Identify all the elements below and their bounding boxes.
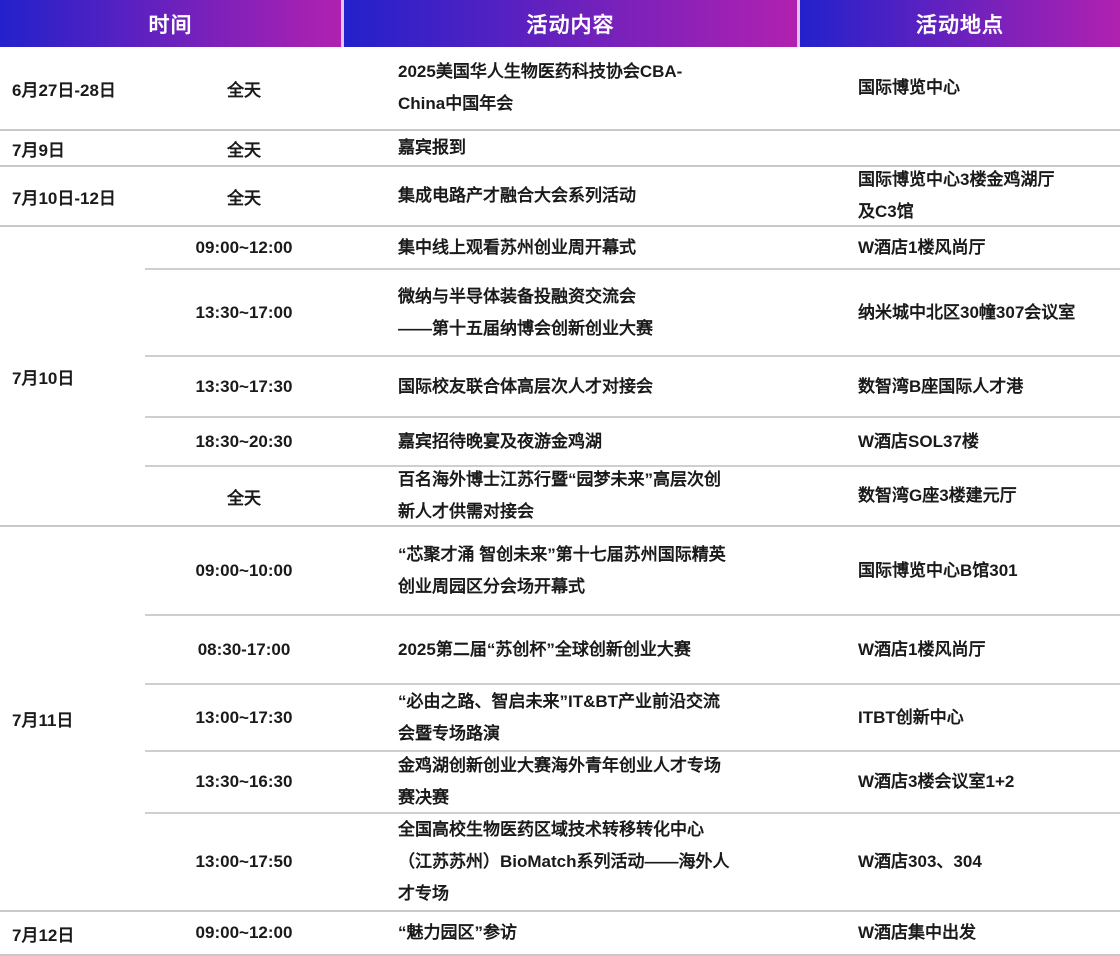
time-cell: 13:30~17:30 xyxy=(195,376,293,396)
group-divider xyxy=(0,525,1120,527)
schedule-group-jul10-12: 7月10日-12日 全天 集成电路产才融合大会系列活动 国际博览中心3楼金鸡湖厅… xyxy=(0,167,1120,225)
date-cell: 6月27日-28日 xyxy=(12,80,116,100)
location-cell: W酒店SOL37楼 xyxy=(858,431,979,451)
location-cell: 国际博览中心B馆301 xyxy=(858,560,1018,580)
header-col-time: 时间 xyxy=(0,0,341,47)
date-cell: 7月9日 xyxy=(12,140,65,160)
table-row: 09:00~10:00 “芯聚才涌 智创未来”第十七届苏州国际精英 创业周园区分… xyxy=(145,527,1120,614)
group-divider xyxy=(0,225,1120,227)
schedule-group-jul10: 7月10日 09:00~12:00 集中线上观看苏州创业周开幕式 W酒店1楼风尚… xyxy=(0,227,1120,525)
activity-cell: 嘉宾招待晚宴及夜游金鸡湖 xyxy=(398,431,602,451)
header-col-location: 活动地点 xyxy=(800,0,1120,47)
time-cell: 全天 xyxy=(227,188,261,208)
time-cell: 全天 xyxy=(227,140,261,160)
location-cell: W酒店1楼风尚厅 xyxy=(858,237,986,257)
activity-cell: 金鸡湖创新创业大赛海外青年创业人才专场 赛决赛 xyxy=(398,756,721,807)
location-cell: W酒店1楼风尚厅 xyxy=(858,639,986,659)
time-cell: 13:00~17:50 xyxy=(195,852,293,871)
location-cell: W酒店3楼会议室1+2 xyxy=(858,772,1015,791)
time-cell: 13:00~17:30 xyxy=(195,707,293,727)
date-cell: 7月11日 xyxy=(12,711,74,730)
table-row: 13:30~16:30 金鸡湖创新创业大赛海外青年创业人才专场 赛决赛 W酒店3… xyxy=(145,752,1120,812)
row-divider xyxy=(145,614,1120,616)
row-divider xyxy=(145,750,1120,752)
table-row: 全天 集成电路产才融合大会系列活动 国际博览中心3楼金鸡湖厅 及C3馆 xyxy=(145,167,1120,225)
activity-cell: “魅力园区”参访 xyxy=(398,923,517,942)
table-row: 18:30~20:30 嘉宾招待晚宴及夜游金鸡湖 W酒店SOL37楼 xyxy=(145,418,1120,465)
activity-cell: 微纳与半导体装备投融资交流会 ——第十五届纳博会创新创业大赛 xyxy=(398,286,653,338)
table-row: 13:00~17:30 “必由之路、智启未来”IT&BT产业前沿交流 会暨专场路… xyxy=(145,685,1120,750)
activity-cell: “芯聚才涌 智创未来”第十七届苏州国际精英 创业周园区分会场开幕式 xyxy=(398,544,726,596)
schedule-group-jul11: 7月11日 09:00~10:00 “芯聚才涌 智创未来”第十七届苏州国际精英 … xyxy=(0,527,1120,910)
row-divider xyxy=(145,812,1120,814)
time-cell: 18:30~20:30 xyxy=(195,431,293,451)
time-cell: 09:00~10:00 xyxy=(195,560,293,580)
activity-cell: 全国高校生物医药区域技术转移转化中心 （江苏苏州）BioMatch系列活动——海… xyxy=(398,820,730,903)
time-cell: 全天 xyxy=(227,488,261,508)
time-cell: 08:30-17:00 xyxy=(197,639,291,659)
schedule-group-jul9: 7月9日 全天 嘉宾报到 xyxy=(0,131,1120,165)
location-cell: W酒店303、304 xyxy=(858,852,982,871)
header-col-activity: 活动内容 xyxy=(344,0,797,47)
table-row: 全天 嘉宾报到 xyxy=(145,131,1120,165)
date-cell: 7月10日-12日 xyxy=(12,188,116,208)
group-divider xyxy=(0,910,1120,912)
table-row: 13:30~17:30 国际校友联合体高层次人才对接会 数智湾B座国际人才港 xyxy=(145,357,1120,416)
table-row: 09:00~12:00 “魅力园区”参访 W酒店集中出发 xyxy=(145,912,1120,954)
date-cell: 7月12日 xyxy=(12,925,75,945)
location-cell: 数智湾G座3楼建元厅 xyxy=(858,486,1017,505)
location-cell: 国际博览中心3楼金鸡湖厅 及C3馆 xyxy=(858,170,1055,221)
activity-cell: 集中线上观看苏州创业周开幕式 xyxy=(398,237,636,257)
row-divider xyxy=(145,465,1120,467)
activity-cell: 2025美国华人生物医药科技协会CBA- China中国年会 xyxy=(398,62,683,113)
date-cell: 7月10日 xyxy=(12,368,75,388)
group-divider xyxy=(0,954,1120,956)
time-cell: 全天 xyxy=(227,80,261,100)
row-divider xyxy=(145,355,1120,357)
table-row: 13:00~17:50 全国高校生物医药区域技术转移转化中心 （江苏苏州）Bio… xyxy=(145,814,1120,910)
location-cell: W酒店集中出发 xyxy=(858,923,977,942)
location-cell: 国际博览中心 xyxy=(858,78,960,97)
schedule-group-jul12: 7月12日 09:00~12:00 “魅力园区”参访 W酒店集中出发 xyxy=(0,912,1120,954)
activity-cell: 2025第二届“苏创杯”全球创新创业大赛 xyxy=(398,639,691,659)
activity-cell: 集成电路产才融合大会系列活动 xyxy=(398,186,636,205)
location-cell: 纳米城中北区30幢307会议室 xyxy=(858,302,1076,322)
location-cell: 数智湾B座国际人才港 xyxy=(858,376,1024,396)
row-divider xyxy=(145,416,1120,418)
time-cell: 09:00~12:00 xyxy=(195,237,293,257)
group-divider xyxy=(0,129,1120,131)
table-row: 08:30-17:00 2025第二届“苏创杯”全球创新创业大赛 W酒店1楼风尚… xyxy=(145,616,1120,683)
activity-cell: “必由之路、智启未来”IT&BT产业前沿交流 会暨专场路演 xyxy=(398,691,721,743)
time-cell: 13:30~17:00 xyxy=(195,302,293,322)
activity-cell: 嘉宾报到 xyxy=(398,138,466,157)
time-cell: 13:30~16:30 xyxy=(195,772,293,791)
activity-cell: 国际校友联合体高层次人才对接会 xyxy=(398,376,653,396)
table-row: 09:00~12:00 集中线上观看苏州创业周开幕式 W酒店1楼风尚厅 xyxy=(145,227,1120,268)
location-cell: ITBT创新中心 xyxy=(858,707,964,727)
row-divider xyxy=(145,268,1120,270)
schedule-group-jun27-28: 6月27日-28日 全天 2025美国华人生物医药科技协会CBA- China中… xyxy=(0,47,1120,129)
group-divider xyxy=(0,165,1120,167)
activity-cell: 百名海外博士江苏行暨“园梦未来”高层次创 新人才供需对接会 xyxy=(398,470,721,521)
table-row: 13:30~17:00 微纳与半导体装备投融资交流会 ——第十五届纳博会创新创业… xyxy=(145,270,1120,355)
row-divider xyxy=(145,683,1120,685)
table-row: 全天 百名海外博士江苏行暨“园梦未来”高层次创 新人才供需对接会 数智湾G座3楼… xyxy=(145,467,1120,525)
table-header: 时间 活动内容 活动地点 xyxy=(0,0,1120,47)
time-cell: 09:00~12:00 xyxy=(195,923,293,942)
table-row: 全天 2025美国华人生物医药科技协会CBA- China中国年会 国际博览中心 xyxy=(145,47,1120,129)
